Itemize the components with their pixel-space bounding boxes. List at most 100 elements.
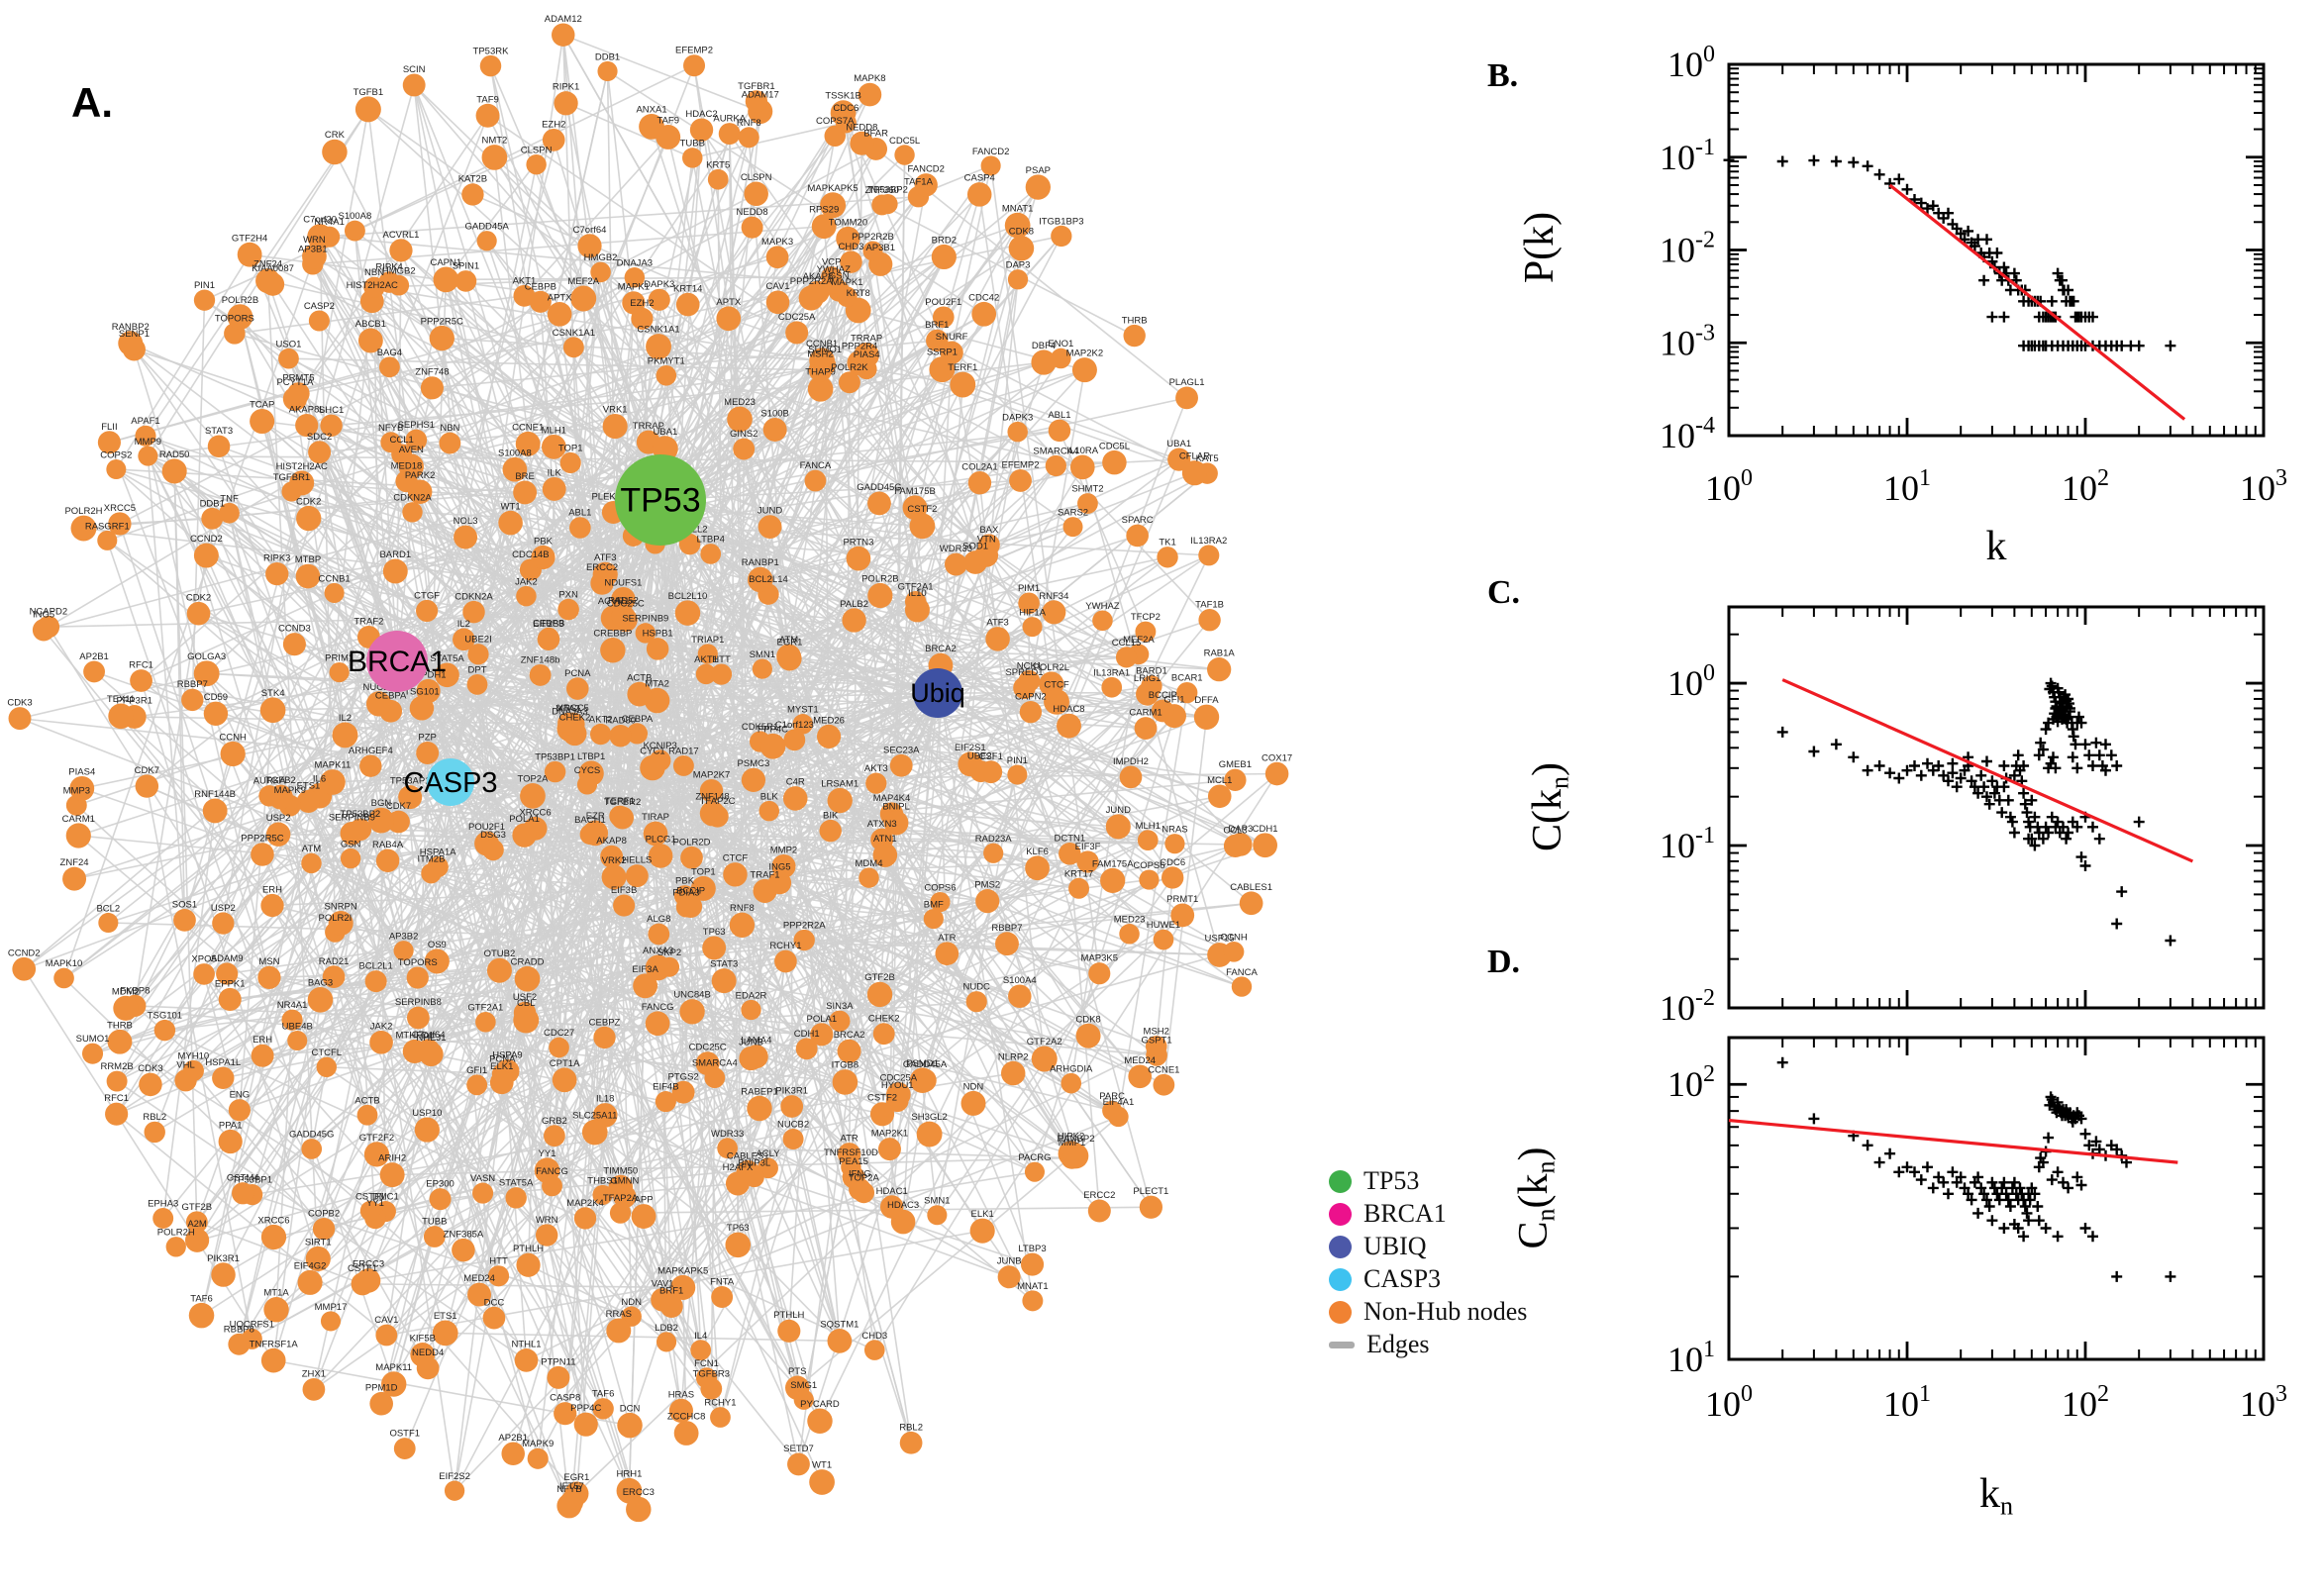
gene-node-label: SMARCA4 — [692, 1058, 738, 1069]
gene-node-label: TAF6 — [592, 1389, 615, 1400]
gene-node-label: RAB4A — [372, 840, 404, 850]
gene-node — [414, 1117, 440, 1143]
gene-node-label: MED18 — [391, 461, 423, 472]
gene-node — [295, 563, 321, 589]
gene-node — [369, 1030, 393, 1054]
gene-node-label: DCC — [484, 1297, 505, 1308]
gene-node-label: RFC1 — [104, 1093, 129, 1104]
gene-node-label: PPP4C — [758, 724, 788, 735]
gene-node-label: CEBPZ — [589, 1017, 621, 1028]
gene-node — [322, 965, 346, 988]
gene-node-label: ARIH2 — [378, 1153, 406, 1164]
gene-node-label: CLSPN — [521, 145, 553, 155]
gene-node-label: NUCB2 — [777, 1119, 809, 1130]
gene-node — [602, 413, 628, 440]
gene-node-label: CCNE1 — [1148, 1064, 1179, 1075]
legend-label: CASP3 — [1364, 1264, 1442, 1293]
gene-node-label: HUWE1 — [1147, 920, 1180, 931]
gene-node — [1007, 421, 1028, 443]
gene-node — [380, 432, 402, 453]
gene-node — [1170, 903, 1195, 928]
gene-node-label: RNF8 — [730, 903, 755, 914]
gene-node — [725, 1171, 751, 1196]
gene-node-label: TGFBR1 — [738, 81, 774, 92]
gene-node-label: MAPK9 — [522, 1439, 554, 1449]
gene-node-label: BRCA2 — [834, 1030, 865, 1041]
gene-node-label: EPPK1 — [215, 978, 246, 989]
gene-node — [1181, 460, 1208, 486]
gene-node-label: PIK3R1 — [775, 1086, 808, 1097]
gene-node-label: TCAP — [250, 399, 274, 410]
gene-node-label: CTCF — [1044, 679, 1069, 690]
gene-node-label: BAG4 — [377, 348, 402, 358]
gene-node-label: MMP1 — [1059, 1138, 1085, 1148]
gene-node-label: HMGB2 — [584, 252, 618, 263]
gene-node — [375, 848, 400, 872]
gene-node-label: GTF2A2 — [1027, 1037, 1062, 1047]
gene-node-label: CDC27 — [544, 1028, 574, 1039]
gene-node-label: CDK3 — [7, 698, 32, 709]
gene-node — [535, 1224, 558, 1247]
gene-node-label: TRAF1 — [751, 869, 780, 880]
gene-node — [648, 923, 670, 946]
gene-node-label: POLR2B — [861, 573, 899, 584]
gene-node-label: CASP2 — [304, 301, 335, 312]
gene-node-label: DNAJA3 — [552, 707, 587, 718]
gene-node-label: ACLY — [756, 1148, 780, 1159]
hub-casp3 — [427, 758, 474, 806]
gene-node — [682, 148, 703, 168]
gene-node-label: USP10 — [412, 1108, 442, 1119]
gene-node-label: ACTB — [354, 1095, 379, 1106]
gene-node — [1020, 1252, 1045, 1276]
gene-node — [680, 846, 703, 869]
gene-node — [65, 823, 91, 848]
gene-node-label: MYH10 — [177, 1050, 209, 1061]
gene-node — [232, 1182, 254, 1205]
gene-node-label: CDK5R1 — [742, 722, 779, 733]
gene-node — [265, 822, 291, 847]
gene-node — [807, 1408, 833, 1434]
gene-node — [281, 1009, 303, 1031]
gene-node-label: NLRP2 — [998, 1051, 1029, 1062]
gene-node-label: GFI1 — [466, 1065, 487, 1076]
gene-node-label: EDA2R — [736, 990, 767, 1001]
gene-node-label: NEDD8 — [737, 207, 768, 218]
gene-node — [542, 128, 565, 151]
gene-node — [645, 954, 671, 981]
gene-node-label: ZNF748 — [415, 367, 449, 378]
gene-node-label: RAD52 — [608, 595, 639, 606]
gene-node-label: VASN — [470, 1173, 495, 1184]
gene-node-label: CARM1 — [1129, 708, 1162, 719]
gene-node — [592, 1398, 614, 1420]
gene-node-label: PLAGL1 — [1169, 377, 1205, 388]
gene-node — [556, 1493, 582, 1519]
gene-node — [570, 285, 597, 312]
gene-node-label: HSPA1L — [205, 1057, 241, 1068]
gene-node — [814, 353, 837, 376]
gene-node — [135, 425, 156, 447]
gene-node-label: STAT3 — [205, 426, 233, 437]
gene-node-label: RNF34 — [1039, 591, 1068, 602]
gene-node — [759, 733, 786, 759]
gene-node-label: MMP2 — [770, 845, 797, 855]
gene-node — [1018, 669, 1041, 692]
gene-node-label: OTUB2 — [484, 948, 516, 959]
gene-node-label: BCL2L14 — [749, 574, 788, 585]
gene-node — [106, 459, 127, 480]
gene-node — [1231, 976, 1253, 997]
gene-node — [1092, 610, 1113, 632]
gene-node — [611, 604, 636, 629]
gene-node-label: GINS2 — [730, 429, 758, 440]
gene-node-label: MMP17 — [315, 1302, 348, 1313]
gene-node-label: CDK7 — [386, 801, 411, 812]
gene-node-label: MAP2K4 — [566, 1198, 604, 1209]
gene-node-label: ZNF385A — [444, 1229, 484, 1240]
gene-node-label: PTS — [788, 1366, 806, 1377]
gene-node-label: XPO5 — [191, 954, 216, 965]
gene-node — [8, 707, 32, 731]
ubiq-dot-icon — [1329, 1235, 1352, 1258]
gene-node-label: CDK3 — [138, 1063, 162, 1074]
gene-node-label: BCL2L10 — [668, 591, 708, 602]
